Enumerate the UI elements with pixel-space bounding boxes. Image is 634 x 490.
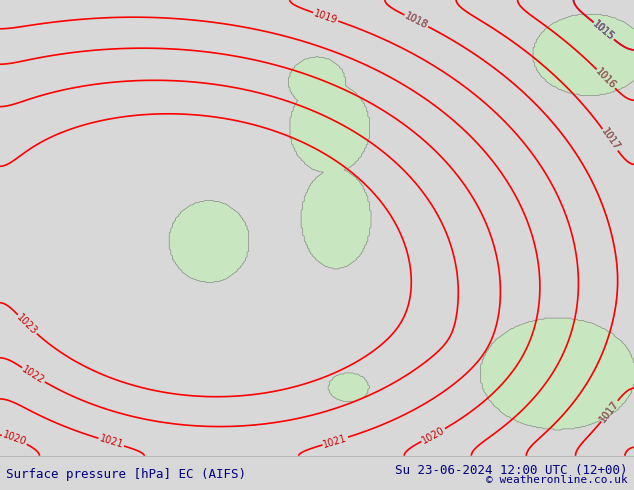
Text: 1015: 1015 <box>591 19 616 43</box>
Text: 1018: 1018 <box>403 11 429 31</box>
Text: 1017: 1017 <box>598 398 621 424</box>
Text: 1015: 1015 <box>591 19 616 43</box>
Text: Su 23-06-2024 12:00 UTC (12+00): Su 23-06-2024 12:00 UTC (12+00) <box>395 465 628 477</box>
Text: 1015: 1015 <box>591 19 616 43</box>
Text: 1017: 1017 <box>598 398 621 424</box>
Text: 1020: 1020 <box>1 430 28 447</box>
Text: © weatheronline.co.uk: © weatheronline.co.uk <box>486 475 628 485</box>
Text: 1023: 1023 <box>15 312 39 337</box>
Text: 1021: 1021 <box>322 433 349 449</box>
Text: 1021: 1021 <box>98 434 124 450</box>
Text: 1018: 1018 <box>403 11 429 31</box>
Text: Surface pressure [hPa] EC (AIFS): Surface pressure [hPa] EC (AIFS) <box>6 467 247 481</box>
Text: 1019: 1019 <box>313 8 339 25</box>
Text: 1017: 1017 <box>599 127 621 153</box>
Text: 1017: 1017 <box>599 127 621 153</box>
Text: 1020: 1020 <box>420 425 446 445</box>
Text: 1016: 1016 <box>593 67 618 91</box>
Text: 1022: 1022 <box>20 364 46 386</box>
Text: 1016: 1016 <box>593 67 618 91</box>
